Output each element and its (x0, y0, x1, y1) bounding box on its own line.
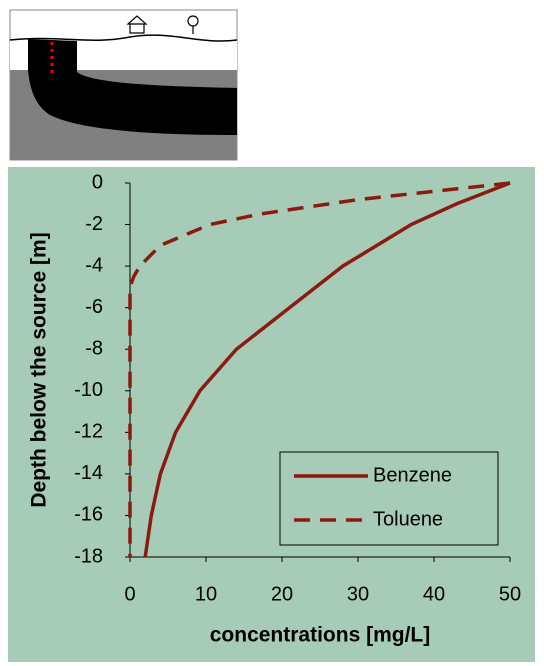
chart-background (8, 167, 535, 662)
y-tick-label: -16 (74, 504, 103, 526)
legend-label: Toluene (373, 508, 443, 530)
x-tick-label: 10 (195, 583, 217, 605)
y-tick-label: 0 (92, 171, 103, 193)
y-tick-label: -10 (74, 379, 103, 401)
x-tick-label: 40 (423, 583, 445, 605)
y-tick-label: -8 (85, 338, 103, 360)
y-tick-label: -4 (85, 254, 103, 276)
y-tick-label: -6 (85, 296, 103, 318)
x-tick-label: 20 (271, 583, 293, 605)
legend-label: Benzene (373, 464, 452, 486)
line (143, 181, 511, 558)
x-tick-label: 0 (124, 583, 135, 605)
x-axis-title: concentrations [mg/L] (210, 624, 431, 647)
legend (279, 451, 499, 546)
y-tick-label: -2 (85, 213, 103, 235)
x-tick-label: 30 (347, 583, 369, 605)
y-tick-label: -18 (74, 545, 103, 567)
y-axis-title: Depth below the source [m] (28, 232, 51, 507)
line (128, 181, 511, 557)
x-tick-label: 50 (499, 583, 521, 605)
site-illustration (9, 9, 238, 161)
y-tick-label: -12 (74, 421, 103, 443)
y-tick-label: -14 (74, 462, 103, 484)
